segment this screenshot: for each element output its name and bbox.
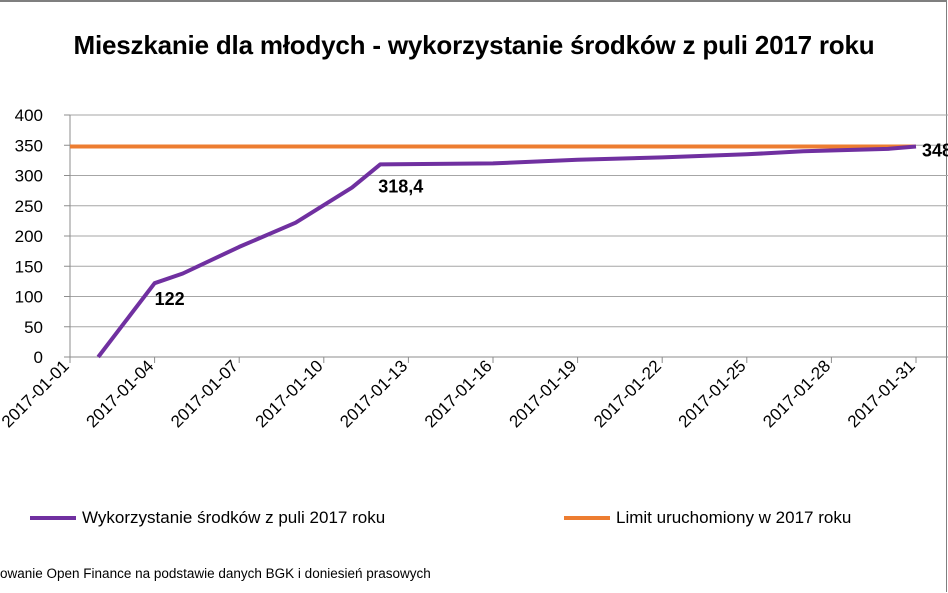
y-tick-label: 300 (15, 167, 43, 186)
y-tick-label: 200 (15, 227, 43, 246)
y-tick-label: 250 (15, 197, 43, 216)
source-note: owanie Open Finance na podstawie danych … (0, 566, 431, 581)
legend-swatch-usage (30, 516, 76, 520)
data-label: 348 (922, 140, 948, 160)
legend-item-limit: Limit uruchomiony w 2017 roku (564, 508, 851, 528)
legend: Wykorzystanie środków z puli 2017 roku L… (0, 508, 948, 536)
x-tick-label: 2017-01-10 (252, 356, 327, 431)
y-tick-label: 400 (15, 106, 43, 125)
series-line-usage (96, 144, 917, 359)
chart-title: Mieszkanie dla młodych - wykorzystanie ś… (73, 30, 875, 60)
data-label: 318,4 (378, 176, 423, 196)
x-tick-label: 2017-01-01 (0, 356, 73, 431)
legend-item-usage: Wykorzystanie środków z puli 2017 roku (30, 508, 385, 528)
x-tick-label: 2017-01-13 (336, 356, 411, 431)
x-tick-label: 2017-01-22 (590, 356, 665, 431)
legend-swatch-limit (564, 516, 610, 520)
x-tick-label: 2017-01-16 (421, 356, 496, 431)
y-tick-label: 150 (15, 257, 43, 276)
x-tick-label: 2017-01-28 (759, 356, 834, 431)
y-tick-label: 50 (24, 318, 43, 337)
legend-label-limit: Limit uruchomiony w 2017 roku (616, 508, 852, 527)
x-tick-label: 2017-01-31 (844, 356, 919, 431)
legend-label-usage: Wykorzystanie środków z puli 2017 roku (82, 508, 386, 527)
x-tick-label: 2017-01-04 (82, 356, 157, 431)
data-label: 122 (155, 289, 185, 309)
x-tick-label: 2017-01-25 (675, 356, 750, 431)
y-tick-label: 0 (34, 348, 43, 367)
y-tick-label: 350 (15, 136, 43, 155)
x-tick-label: 2017-01-07 (167, 356, 242, 431)
x-tick-label: 2017-01-19 (505, 356, 580, 431)
y-tick-label: 100 (15, 288, 43, 307)
